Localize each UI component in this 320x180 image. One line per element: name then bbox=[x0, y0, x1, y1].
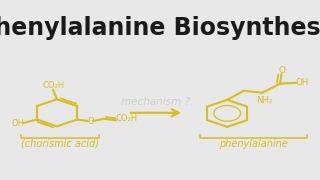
Text: CO₂H: CO₂H bbox=[115, 114, 137, 123]
Text: Phenylalanine Biosynthesis: Phenylalanine Biosynthesis bbox=[0, 16, 320, 40]
Text: O: O bbox=[278, 66, 285, 75]
Text: OH: OH bbox=[296, 78, 309, 87]
Text: (chorismic acid): (chorismic acid) bbox=[21, 139, 99, 149]
Text: O: O bbox=[87, 117, 94, 126]
Text: NH₂: NH₂ bbox=[256, 96, 272, 105]
Text: mechanism ?: mechanism ? bbox=[121, 96, 190, 107]
Text: OH: OH bbox=[11, 119, 24, 128]
Text: phenylalanine: phenylalanine bbox=[219, 139, 288, 149]
Text: CO₂H: CO₂H bbox=[42, 81, 64, 90]
